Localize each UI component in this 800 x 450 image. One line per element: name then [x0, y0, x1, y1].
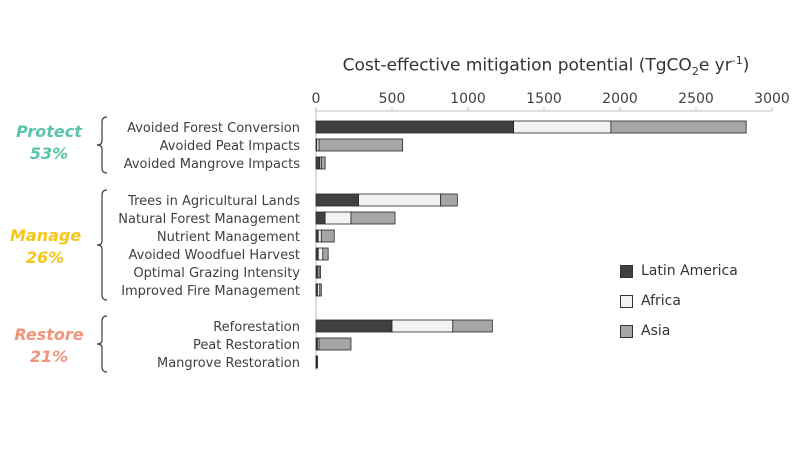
group-percent-restore: 21% [29, 347, 69, 366]
bar-africa-avoided-woodfuel-harvest [317, 247, 324, 261]
bar-asia-avoided-forest-conversion [610, 120, 747, 134]
group-brace-manage [96, 189, 108, 301]
x-tick-label: 2500 [678, 91, 714, 107]
x-tick-label: 0 [312, 91, 321, 107]
legend: Latin America Africa Asia [620, 256, 738, 346]
legend-swatch-africa [620, 294, 633, 308]
category-label-avoided-forest-conversion: Avoided Forest Conversion [127, 121, 300, 136]
legend-label-latin-america: Latin America [641, 263, 738, 279]
x-tick-label: 1500 [526, 91, 562, 107]
legend-label-africa: Africa [641, 293, 681, 309]
group-name-restore: Restore [14, 325, 84, 344]
x-axis-title: Cost-effective mitigation potential (TgC… [342, 54, 750, 79]
category-label-avoided-woodfuel-harvest: Avoided Woodfuel Harvest [129, 248, 300, 263]
bar-latin-america-trees-in-agricultural-lands [315, 193, 359, 207]
category-label-trees-in-agricultural-lands: Trees in Agricultural Lands [127, 194, 300, 209]
legend-item-asia: Asia [620, 316, 738, 346]
x-tick-label: 500 [379, 91, 406, 107]
bar-africa-reforestation [391, 319, 454, 333]
category-label-reforestation: Reforestation [213, 320, 300, 335]
bar-asia-mangrove-restoration [316, 355, 318, 369]
category-label-mangrove-restoration: Mangrove Restoration [157, 356, 300, 371]
bar-africa-trees-in-agricultural-lands [358, 193, 442, 207]
group-name-protect: Protect [16, 122, 82, 141]
x-tick-label: 1000 [450, 91, 486, 107]
category-label-natural-forest-management: Natural Forest Management [118, 212, 300, 227]
bar-africa-nutrient-management [317, 229, 322, 243]
bar-asia-avoided-woodfuel-harvest [322, 247, 329, 261]
bar-asia-avoided-mangrove-impacts [320, 156, 326, 170]
x-tick-label: 2000 [602, 91, 638, 107]
group-label-restore: Restore 21% [14, 324, 84, 368]
category-label-nutrient-management: Nutrient Management [157, 230, 300, 245]
category-label-optimal-grazing-intensity: Optimal Grazing Intensity [133, 266, 300, 281]
category-label-avoided-mangrove-impacts: Avoided Mangrove Impacts [124, 157, 300, 172]
category-label-improved-fire-management: Improved Fire Management [121, 284, 300, 299]
group-percent-manage: 26% [25, 248, 65, 267]
bar-asia-avoided-peat-impacts [318, 138, 404, 152]
bar-asia-peat-restoration [318, 337, 352, 351]
bar-asia-reforestation [452, 319, 493, 333]
bar-latin-america-reforestation [315, 319, 393, 333]
legend-swatch-latin-america [620, 264, 633, 278]
group-label-protect: Protect 53% [14, 121, 84, 165]
category-label-avoided-peat-impacts: Avoided Peat Impacts [160, 139, 301, 154]
bar-asia-nutrient-management [320, 229, 335, 243]
category-label-peat-restoration: Peat Restoration [193, 338, 300, 353]
bar-africa-avoided-forest-conversion [513, 120, 612, 134]
bar-latin-america-avoided-forest-conversion [315, 120, 515, 134]
legend-swatch-asia [620, 324, 633, 338]
x-tick-label: 3000 [754, 91, 790, 107]
group-brace-protect [96, 116, 108, 174]
legend-item-latin-america: Latin America [620, 256, 738, 286]
bar-asia-trees-in-agricultural-lands [440, 193, 458, 207]
group-brace-restore [96, 315, 108, 373]
bar-africa-natural-forest-management [324, 211, 352, 225]
legend-item-africa: Africa [620, 286, 738, 316]
legend-label-asia: Asia [641, 323, 671, 339]
group-label-manage: Manage 26% [10, 225, 82, 269]
bar-asia-improved-fire-management [319, 283, 322, 297]
group-percent-protect: 53% [29, 144, 69, 163]
bar-latin-america-avoided-mangrove-impacts [315, 156, 321, 170]
bar-latin-america-natural-forest-management [315, 211, 326, 225]
bar-asia-optimal-grazing-intensity [318, 265, 321, 279]
group-name-manage: Manage [10, 226, 82, 245]
bar-asia-natural-forest-management [350, 211, 396, 225]
